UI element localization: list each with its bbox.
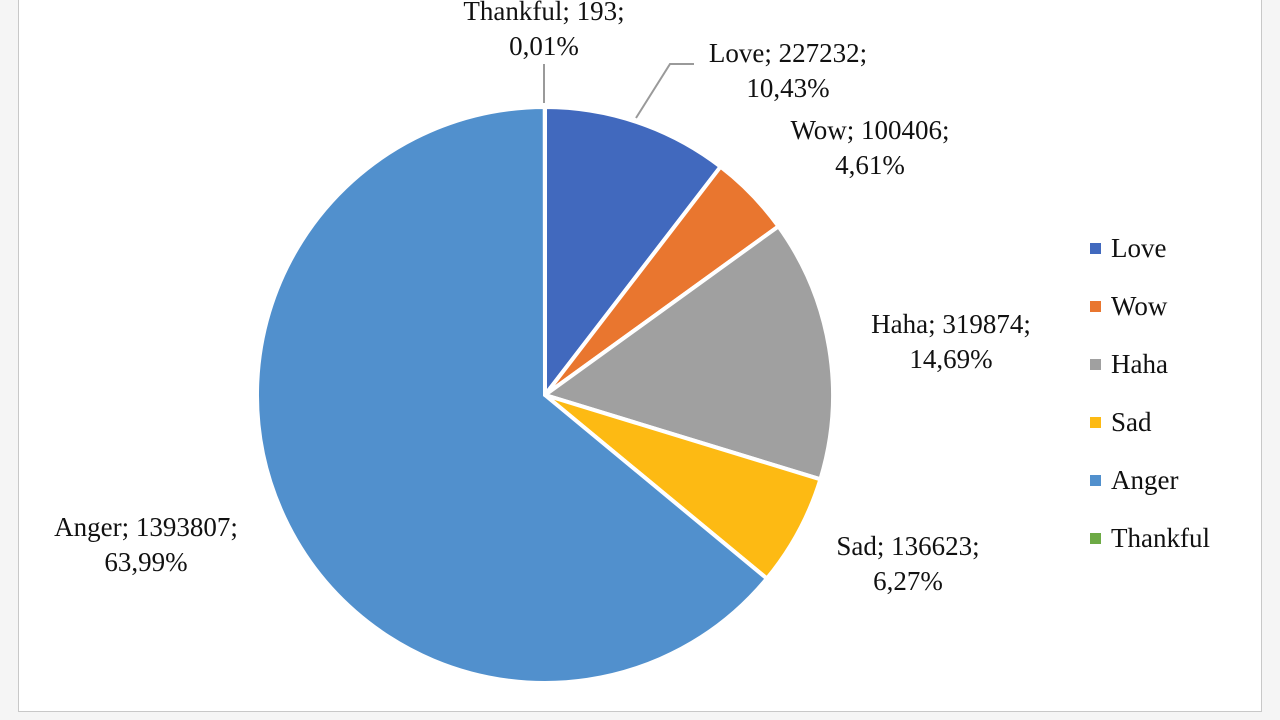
legend-label-sad: Sad (1111, 407, 1152, 437)
data-label-haha-line2: 14,69% (909, 344, 992, 374)
data-label-love-line2: 10,43% (746, 73, 829, 103)
data-label-wow: Wow; 100406; 4,61% (790, 115, 949, 180)
leader-lines (543, 63, 694, 119)
pie-slice-sad (543, 393, 823, 581)
data-label-haha-line1: Haha; 319874; (871, 309, 1031, 339)
pie-slice-love (543, 105, 723, 397)
legend-swatch-sad (1090, 417, 1101, 428)
data-label-sad-line2: 6,27% (873, 566, 943, 596)
data-label-wow-line2: 4,61% (835, 150, 905, 180)
legend-item-haha: Haha (1090, 349, 1168, 379)
legend-label-love: Love (1111, 233, 1166, 263)
legend-label-anger: Anger (1111, 465, 1178, 495)
legend-label-wow: Wow (1111, 291, 1168, 321)
legend: Love Wow Haha Sad Anger Thankful (1090, 233, 1210, 553)
leader-line-love (635, 63, 694, 119)
legend-swatch-love (1090, 243, 1101, 254)
data-label-anger-line2: 63,99% (104, 547, 187, 577)
data-label-anger-line1: Anger; 1393807; (54, 512, 238, 542)
data-label-love-line1: Love; 227232; (709, 38, 867, 68)
data-label-anger: Anger; 1393807; 63,99% (54, 512, 238, 577)
data-label-wow-line1: Wow; 100406; (790, 115, 949, 145)
legend-swatch-haha (1090, 359, 1101, 370)
legend-swatch-thankful (1090, 533, 1101, 544)
legend-item-anger: Anger (1090, 465, 1178, 495)
legend-item-love: Love (1090, 233, 1166, 263)
data-label-thankful-line1: Thankful; 193; (463, 0, 624, 26)
data-label-thankful-line2: 0,01% (509, 31, 579, 61)
data-label-sad: Sad; 136623; 6,27% (836, 531, 979, 596)
data-label-thankful: Thankful; 193; 0,01% (463, 0, 624, 61)
data-label-sad-line1: Sad; 136623; (836, 531, 979, 561)
legend-swatch-anger (1090, 475, 1101, 486)
data-label-love: Love; 227232; 10,43% (709, 38, 867, 103)
legend-label-haha: Haha (1111, 349, 1168, 379)
legend-item-sad: Sad (1090, 407, 1152, 437)
legend-item-wow: Wow (1090, 291, 1168, 321)
legend-swatch-wow (1090, 301, 1101, 312)
legend-item-thankful: Thankful (1090, 523, 1210, 553)
pie-slice-anger (254, 105, 769, 685)
data-label-haha: Haha; 319874; 14,69% (871, 309, 1031, 374)
pie-slices (254, 104, 835, 685)
legend-label-thankful: Thankful (1111, 523, 1210, 553)
